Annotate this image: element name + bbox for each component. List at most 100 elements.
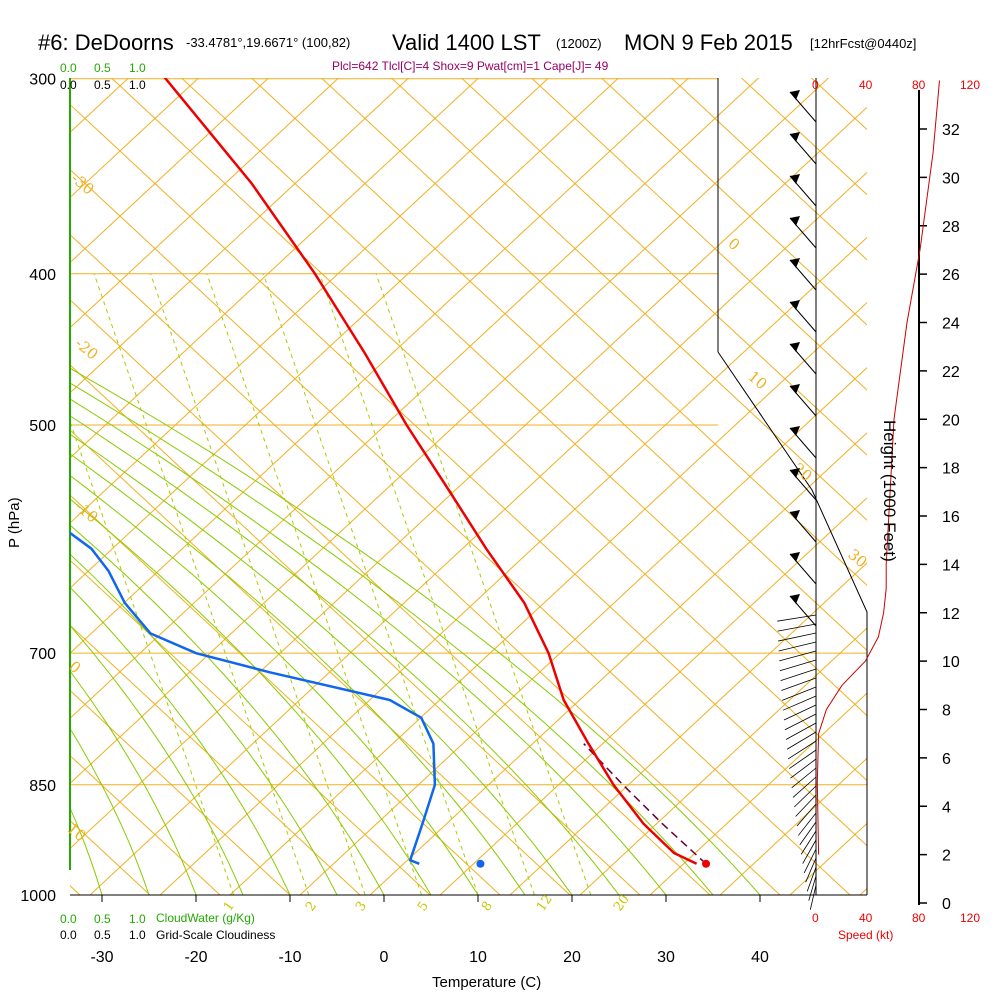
wind-barb [796,803,817,827]
surface-temperature-point [702,859,711,868]
cloud-scale-top-green-0: 0.0 [60,61,77,75]
x-axis-label: Temperature (C) [432,974,541,991]
dry-adiabat [0,58,80,895]
cloud-scale-top-green-2: 1.0 [129,61,146,75]
height-tick-label: 18 [942,461,960,478]
dry-adiabat [0,58,10,895]
wind-barb [802,839,817,864]
dry-adiabat [70,78,410,394]
wind-barb [786,731,817,750]
temperature-tick-label: 20 [563,949,581,966]
moist-adiabat [70,415,620,896]
wind-barb-flag [790,552,800,562]
dry-adiabat [70,78,480,459]
wind-barb [783,704,817,721]
dry-adiabats [0,58,1000,896]
mixing-ratio-line [375,273,592,896]
height-tick-label: 14 [942,557,960,574]
wind-barb [779,659,817,672]
cloud-scale-bottom-black-2: 1.0 [129,928,146,942]
wind-barb-flag [790,426,800,436]
wind-barb-flag [790,510,800,520]
mixing-ratio-line [319,273,535,896]
cloud-scale-bottom-green-1: 0.5 [94,912,111,926]
cloud-scale-bottom-black-1: 0.5 [94,928,111,942]
wind-barb [809,884,817,910]
wind-scale-bottom-120: 120 [960,911,980,925]
cloud-scale-top-black-2: 1.0 [129,78,146,92]
pressure-tick-label: 700 [29,646,56,663]
cloudwater-label: CloudWater (g/Kg) [156,911,255,925]
moist-adiabat [70,367,761,896]
dry-adiabat-cross [250,78,867,652]
temperature-tick-label: 30 [657,949,675,966]
moist-adiabat [70,524,385,896]
mixing-ratio-label: 8 [479,899,496,914]
dry-adiabat-label: 10 [744,367,770,393]
height-speed-curve [816,80,940,855]
height-tick-label: 24 [942,316,960,333]
height-axis-label: Height (1000 Feet) [880,420,899,562]
dry-adiabat-cross [70,103,867,847]
wind-barb-flag [790,174,800,184]
wind-barb [791,767,817,789]
dry-adiabat-cross [70,168,851,896]
wind-barb [787,740,817,760]
dry-adiabat-cross [930,58,1000,895]
height-tick-label: 2 [942,848,951,865]
dry-adiabat-cross [70,494,501,896]
dry-adiabat [369,432,867,896]
dry-adiabat-cross [70,429,571,896]
wind-scale-top-120: 120 [960,78,980,92]
temperature-tick-label: -30 [90,949,113,966]
cloud-scale-bottom-green-2: 1.0 [129,912,146,926]
wind-barb [798,812,817,836]
wind-barb [778,641,817,652]
surface-dewpoint-point [476,859,485,868]
temperature-line [163,78,698,865]
moist-adiabat [70,727,150,896]
cloud-scale-top-black-0: 0.0 [60,78,77,92]
dry-adiabat-cross [70,234,781,896]
dry-adiabat [439,497,867,896]
height-tick-label: 6 [942,751,951,768]
valid-time-z: (1200Z) [556,36,602,51]
wind-barb-flag [790,384,800,394]
mixing-ratio-line [262,273,479,896]
forecast-info: [12hrFcst@0440z] [810,36,916,51]
mixing-ratio-label: 3 [353,899,370,914]
height-tick-label: 4 [942,799,951,816]
dry-adiabat-cross [70,299,711,896]
temperature-tick-label: -20 [184,949,207,966]
moist-adiabat [70,806,103,896]
plot-right-border-slant [717,351,868,895]
wind-barb [777,614,817,622]
pressure-tick-label: 400 [29,267,56,284]
height-tick-label: 8 [942,703,951,720]
temperature-tick-label: -10 [278,949,301,966]
wind-barb [779,650,817,662]
station-title: #6: DeDoorns [38,30,174,55]
mixing-ratio-lines [70,273,592,896]
wind-barb-flag [790,90,800,100]
dry-adiabat-cross [670,78,867,261]
height-tick-label: 0 [942,896,951,913]
temperature-tick-label: 0 [380,949,389,966]
mixing-ratio-line [93,273,310,896]
wind-scale-bottom-0: 0 [812,911,819,925]
isobar-lines [70,78,867,896]
moist-adiabat [70,553,338,896]
wind-barbs [777,90,817,910]
wind-scale-top-40: 40 [859,78,873,92]
wind-barb [782,695,817,711]
valid-time: Valid 1400 LST [392,30,541,55]
wind-barb [782,686,817,701]
moist-adiabat [70,474,479,896]
station-coords: -33.4781°,19.6671° (100,82) [186,35,350,50]
dry-adiabat [649,692,867,896]
wind-speed-label: Speed (kt) [838,928,893,942]
dry-adiabat [70,78,340,329]
wind-barb [785,722,817,740]
dry-adiabat-cross [70,689,291,896]
height-tick-label: 30 [942,170,960,187]
